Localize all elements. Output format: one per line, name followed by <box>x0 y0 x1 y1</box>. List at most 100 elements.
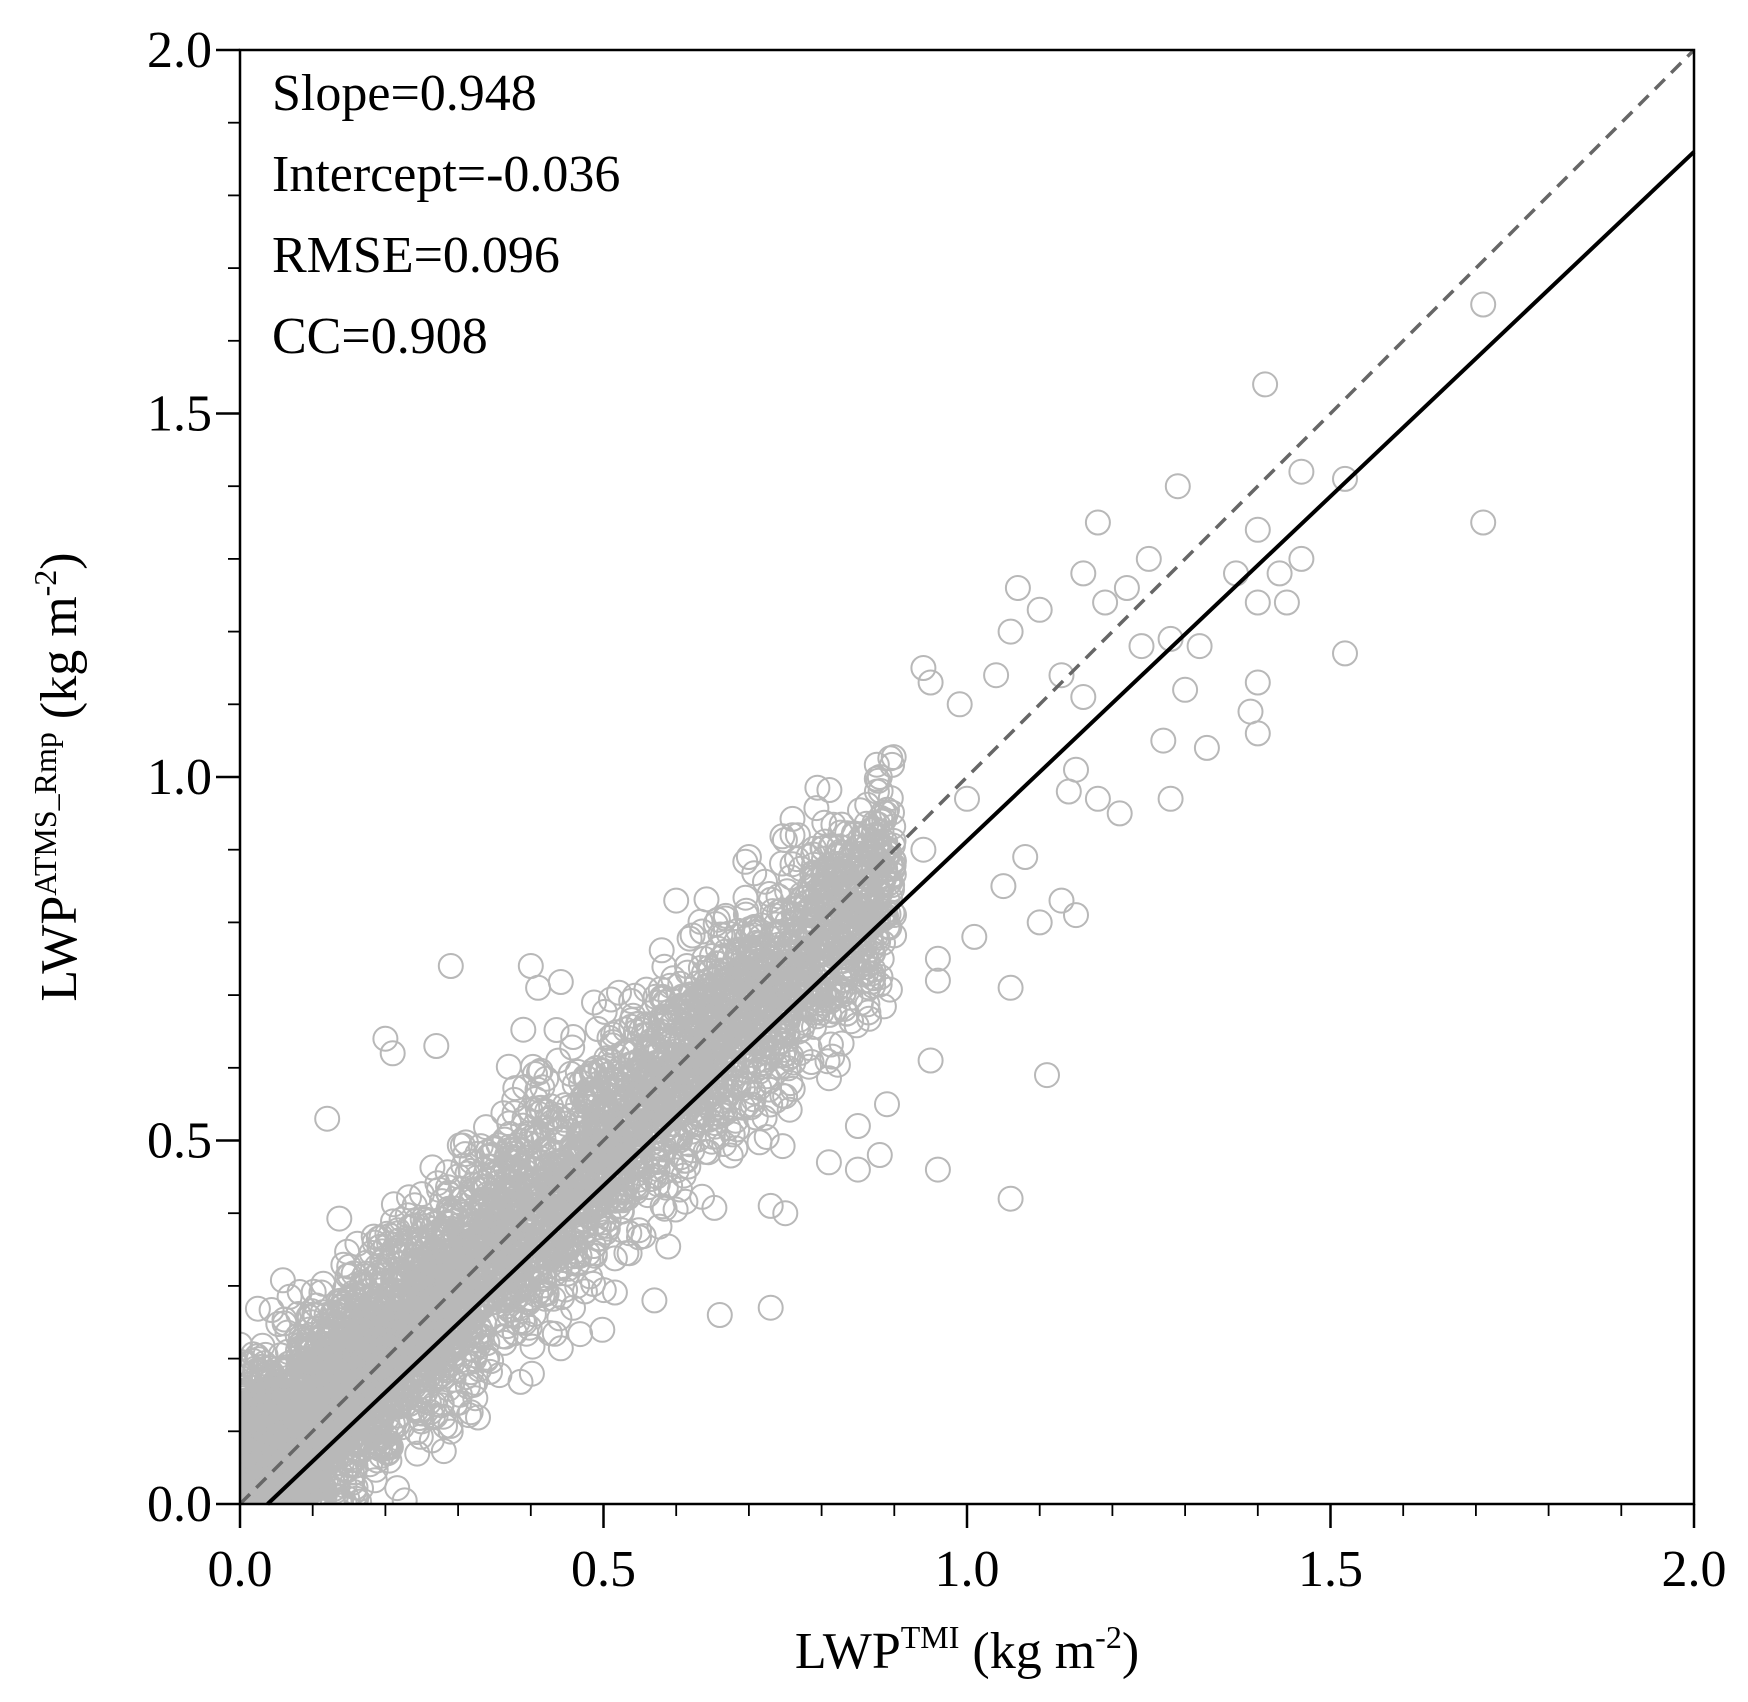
data-point <box>424 1364 451 1391</box>
data-point <box>596 1046 623 1073</box>
data-point <box>677 1087 704 1114</box>
data-point <box>269 1267 296 1294</box>
data-point <box>814 933 841 959</box>
data-point <box>434 1159 461 1186</box>
data-point <box>723 1068 750 1095</box>
data-point <box>494 1293 520 1320</box>
data-point <box>816 777 843 803</box>
data-point <box>466 1356 493 1383</box>
data-point <box>804 774 831 801</box>
data-point <box>465 1404 491 1431</box>
data-point <box>841 857 868 884</box>
data-point <box>632 1011 659 1038</box>
data-point <box>244 1409 271 1436</box>
data-point <box>446 1132 473 1159</box>
data-point <box>725 1070 752 1097</box>
data-point <box>662 1196 689 1223</box>
points-layer <box>240 291 1497 1504</box>
data-point <box>406 1286 433 1313</box>
data-point <box>746 1129 773 1156</box>
data-point <box>648 937 675 964</box>
data-point <box>795 843 822 870</box>
data-point <box>874 796 900 823</box>
data-point <box>401 1192 428 1219</box>
data-point <box>543 1017 570 1043</box>
data-point <box>691 959 717 986</box>
data-point <box>487 1190 514 1217</box>
data-point <box>720 976 747 1003</box>
data-point <box>583 1055 610 1081</box>
data-point <box>750 1038 777 1065</box>
data-point <box>547 969 574 995</box>
data-point <box>298 1298 325 1325</box>
data-point <box>353 1278 380 1305</box>
data-point <box>828 1030 855 1057</box>
data-point <box>785 1018 812 1045</box>
data-point <box>733 951 760 977</box>
data-point <box>843 1012 870 1039</box>
data-point <box>404 1440 431 1467</box>
data-point <box>776 1096 803 1123</box>
data-point <box>815 859 842 886</box>
data-point <box>567 1321 594 1348</box>
data-point <box>793 977 820 1004</box>
data-point <box>757 1091 784 1118</box>
data-point <box>322 1365 349 1392</box>
data-point <box>344 1230 371 1257</box>
data-point <box>752 868 778 895</box>
data-point <box>676 994 703 1021</box>
data-point <box>462 1385 489 1412</box>
data-point <box>860 956 887 983</box>
data-point <box>866 971 893 998</box>
data-point <box>573 1120 600 1147</box>
data-point <box>591 998 618 1025</box>
data-point <box>500 1154 527 1181</box>
data-point <box>501 1191 527 1218</box>
data-point <box>798 1049 825 1075</box>
data-point <box>573 1089 600 1116</box>
data-point <box>770 1042 797 1069</box>
data-point <box>396 1184 422 1211</box>
data-point <box>863 847 890 874</box>
data-point <box>504 1232 531 1259</box>
data-point <box>404 1302 431 1328</box>
data-point <box>509 1269 536 1296</box>
data-point <box>336 1388 363 1415</box>
data-point <box>496 1302 523 1329</box>
data-point <box>571 1278 598 1305</box>
data-point <box>687 908 714 935</box>
data-point <box>563 1136 590 1163</box>
data-point <box>841 909 868 936</box>
data-point <box>464 1327 490 1354</box>
data-point <box>712 902 739 929</box>
data-point <box>728 1005 755 1031</box>
data-point <box>387 1243 414 1270</box>
data-point <box>841 936 868 963</box>
data-point <box>379 1410 406 1437</box>
data-point <box>258 1297 285 1323</box>
data-point <box>541 1320 568 1347</box>
data-point <box>626 1217 652 1244</box>
data-point <box>724 1116 751 1143</box>
data-point <box>492 1177 519 1204</box>
data-point <box>601 1245 628 1272</box>
data-point <box>432 1413 458 1439</box>
data-point <box>757 980 784 1007</box>
data-point <box>650 1061 676 1088</box>
data-point <box>581 989 607 1016</box>
data-point <box>609 1187 636 1214</box>
data-point <box>462 1342 489 1369</box>
data-point <box>864 811 891 838</box>
data-point <box>559 1034 586 1061</box>
data-point <box>854 991 881 1018</box>
data-point <box>686 1064 712 1090</box>
data-point <box>570 1085 597 1112</box>
data-point <box>564 1058 591 1085</box>
data-point <box>516 1314 543 1341</box>
data-point <box>719 1121 746 1148</box>
data-point <box>546 1305 573 1332</box>
data-point <box>307 1370 334 1397</box>
data-point <box>684 986 711 1013</box>
data-point <box>501 1086 528 1113</box>
data-point <box>705 1034 732 1061</box>
